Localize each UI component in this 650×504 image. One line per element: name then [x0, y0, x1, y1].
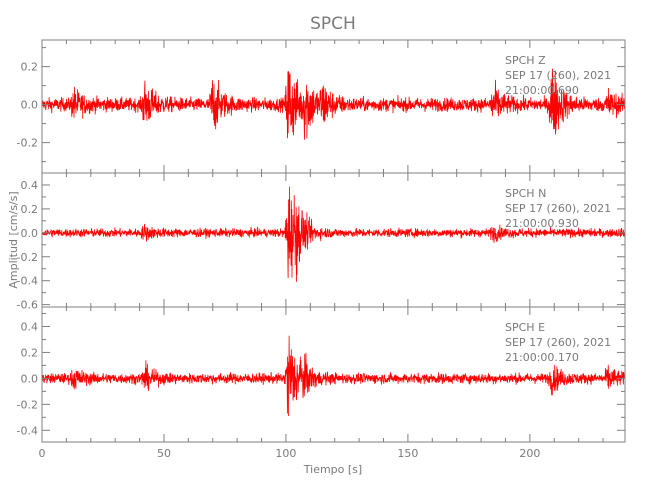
x-tick-label: 200: [519, 447, 540, 460]
panel-n: 0.4 0.2 0.0 -0.2 -0.4 -0.6 SPCH N SEP 17 (260),…: [17, 172, 626, 312]
y-tick-label: 0.0: [21, 227, 39, 240]
y-tick-label: 0.2: [21, 61, 39, 74]
station-label: SPCH Z: [505, 54, 546, 67]
time-label: 21:00:00.690: [505, 84, 579, 97]
y-tick-label: -0.2: [17, 137, 38, 150]
x-tick-label: 150: [397, 447, 418, 460]
y-tick-label: 0.2: [21, 203, 39, 216]
panel-e: 0.4 0.2 0.0 -0.2 -0.4 SPCH E SEP 17 (260), 202…: [17, 306, 626, 443]
y-axis-label: Amplitud [cm/s/s]: [7, 191, 20, 288]
waveform-z: [41, 68, 626, 140]
y-tick-label: 0.0: [21, 372, 39, 385]
y-tick-label: -0.6: [17, 299, 38, 312]
y-tick-label: 0.4: [21, 179, 39, 192]
time-label: 21:00:00.170: [505, 351, 579, 364]
station-label: SPCH E: [505, 321, 545, 334]
x-axis-label: Tiempo [s]: [303, 463, 362, 476]
chart-title: SPCH: [310, 14, 356, 34]
waveform-e: [41, 335, 626, 417]
date-label: SEP 17 (260), 2021: [505, 69, 611, 82]
date-label: SEP 17 (260), 2021: [505, 336, 611, 349]
y-tick-label: -0.2: [17, 398, 38, 411]
y-tick-label: -0.2: [17, 251, 38, 264]
x-tick-label: 100: [275, 447, 296, 460]
x-tick-label: 50: [157, 447, 171, 460]
waveform-n: [41, 186, 626, 282]
station-label: SPCH N: [505, 187, 546, 200]
y-tick-label: -0.4: [17, 275, 38, 288]
panel-z: 0.2 0.0 -0.2 SPCH Z SEP 17 (260), 2021 21:00:…: [17, 39, 626, 174]
date-label: SEP 17 (260), 2021: [505, 202, 611, 215]
y-tick-label: 0.4: [21, 320, 39, 333]
y-tick-label: -0.4: [17, 424, 38, 437]
panel-frame: [41, 306, 626, 443]
x-tick-label: 0: [39, 447, 46, 460]
time-label: 21:00:00.930: [505, 217, 579, 230]
y-tick-label: 0.2: [21, 346, 39, 359]
y-tick-label: 0.0: [21, 99, 39, 112]
